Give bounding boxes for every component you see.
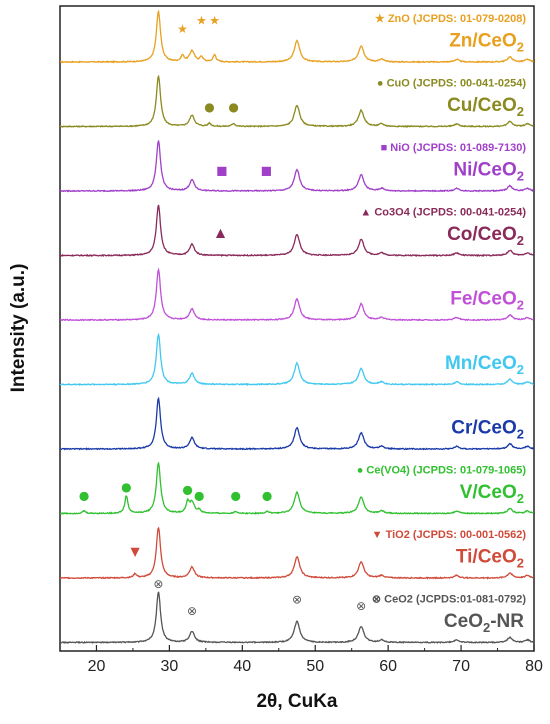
x-tick-label-1: 30 <box>160 658 178 675</box>
series-line-6 <box>60 396 535 451</box>
sample-label-8: Ti/CeO2 <box>456 547 524 571</box>
marker-layer: ★★ ★● ●■ ■▲●● ● ● ● ●▼⊗⊗⊗ ⊗ <box>79 13 366 618</box>
reference-label-7: ● Ce(VO4) (JCPDS: 01-079-1065) <box>357 465 527 477</box>
x-tick-label-2: 40 <box>233 658 251 675</box>
phase-marker-7-2: ● <box>182 482 192 496</box>
y-axis-title: Intensity (a.u.) <box>8 264 29 393</box>
phase-marker-2-1: ■ <box>261 163 272 177</box>
series-line-8 <box>59 526 534 580</box>
phase-marker-7-1: ● <box>121 480 131 494</box>
sample-label-5: Mn/CeO2 <box>445 353 524 377</box>
series-line-0 <box>59 9 534 64</box>
phase-marker-7-4: ● <box>231 488 241 502</box>
x-tick-label-6: 80 <box>525 658 543 675</box>
phase-marker-9-2: ⊗ <box>292 592 302 606</box>
sample-label-4: Fe/CeO2 <box>450 289 524 313</box>
phase-marker-0-2: ★ <box>209 13 220 27</box>
series-line-3 <box>59 204 534 258</box>
phase-marker-7-5: ● <box>262 488 272 502</box>
x-axis: 20 30 40 50 60 70 80 <box>59 645 543 675</box>
x-tick-label-0: 20 <box>88 658 106 675</box>
x-tick-label-5: 70 <box>452 658 470 675</box>
reference-label-3: ▲ Co3O4 (JCPDS: 00-041-0254) <box>360 207 526 219</box>
x-tick-label-3: 50 <box>306 658 324 675</box>
series-line-9 <box>59 591 535 644</box>
x-tick-label-4: 60 <box>379 658 397 675</box>
phase-marker-9-0: ⊗ <box>153 577 163 591</box>
phase-marker-1-0: ● <box>204 100 214 114</box>
phase-marker-9-1: ⊗ <box>187 604 197 618</box>
sample-label-6: Cr/CeO2 <box>451 418 524 442</box>
series-layer <box>59 9 535 644</box>
reference-label-9: ⊗ CeO2 (JCPDS:01-081-0792) <box>372 594 526 606</box>
phase-marker-7-3: ● <box>194 488 204 502</box>
plot-frame <box>59 5 535 652</box>
label-layer: ★ ZnO (JCPDS: 01-079-0208) Zn/CeO2 ● CuO (… <box>357 13 527 635</box>
phase-marker-0-0: ★ <box>177 22 188 36</box>
sample-label-9: CeO2-NR <box>444 611 524 635</box>
series-line-4 <box>59 267 534 322</box>
reference-label-1: ● CuO (JCPDS: 00-041-0254) <box>377 78 526 90</box>
phase-marker-9-3: ⊗ <box>356 599 366 613</box>
reference-label-8: ▼ TiO2 (JCPDS: 00-001-0562) <box>372 529 527 541</box>
series-line-2 <box>59 139 535 193</box>
phase-marker-1-1: ● <box>228 100 238 114</box>
x-axis-title: 2θ, CuKa <box>256 691 337 712</box>
reference-label-0: ★ ZnO (JCPDS: 01-079-0208) <box>375 13 526 25</box>
sample-label-0: Zn/CeO2 <box>449 31 524 55</box>
sample-label-7: V/CeO2 <box>460 482 524 506</box>
sample-label-3: Co/CeO2 <box>447 224 524 248</box>
phase-marker-8-0: ▼ <box>130 544 140 558</box>
series-line-5 <box>59 332 534 387</box>
phase-marker-2-0: ■ <box>216 163 227 177</box>
reference-label-2: ■ NiO (JCPDS: 01-089-7130) <box>381 142 527 154</box>
phase-marker-0-1: ★ <box>196 13 207 27</box>
sample-label-1: Cu/CeO2 <box>447 95 524 119</box>
series-line-1 <box>59 74 534 128</box>
phase-marker-7-0: ● <box>79 488 89 502</box>
sample-label-2: Ni/CeO2 <box>453 160 524 184</box>
series-line-7 <box>59 461 534 515</box>
phase-marker-3-0: ▲ <box>216 225 226 239</box>
